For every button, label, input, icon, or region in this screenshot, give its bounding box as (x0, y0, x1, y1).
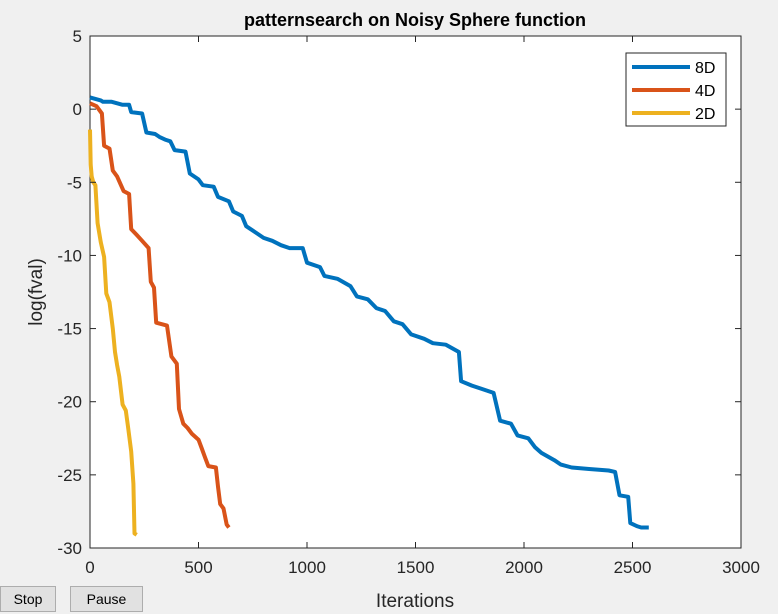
x-tick-label: 0 (85, 558, 94, 577)
chart-title: patternsearch on Noisy Sphere function (244, 10, 586, 30)
legend[interactable]: 8D 4D 2D (625, 52, 727, 127)
legend-label-2d: 2D (695, 106, 715, 123)
pause-button[interactable]: Pause (70, 586, 143, 612)
y-tick-label: -5 (67, 173, 82, 192)
y-axis-label: log(fval) (26, 258, 47, 326)
y-tick-label: -25 (57, 466, 82, 485)
x-tick-label: 2500 (614, 558, 652, 577)
y-tick-label: -20 (57, 393, 82, 412)
series-line-8d (89, 95, 649, 530)
series-line-4d (89, 101, 231, 529)
y-tick-label: 0 (73, 100, 82, 119)
x-tick-label: 500 (184, 558, 212, 577)
x-tick-label: 1000 (288, 558, 326, 577)
x-axis-label: Iterations (376, 591, 454, 612)
x-tick-label: 3000 (722, 558, 760, 577)
y-tick-label: 5 (73, 27, 82, 46)
stop-button[interactable]: Stop (0, 586, 56, 612)
legend-entries: 8D 4D 2D (632, 60, 715, 123)
legend-label-8d: 8D (695, 60, 715, 77)
series-layer (88, 95, 649, 537)
y-tick-label: -15 (57, 320, 82, 339)
x-tick-label: 2000 (505, 558, 543, 577)
x-tick-label: 1500 (397, 558, 435, 577)
y-tick-label: -30 (57, 539, 82, 558)
y-tick-label: -10 (57, 246, 82, 265)
legend-label-4d: 4D (695, 83, 715, 100)
series-line-2d (88, 129, 138, 537)
ticks-layer: 0 500 1000 1500 2000 2500 3000 -30 -25 -20 -15 -10 -… (57, 27, 759, 577)
